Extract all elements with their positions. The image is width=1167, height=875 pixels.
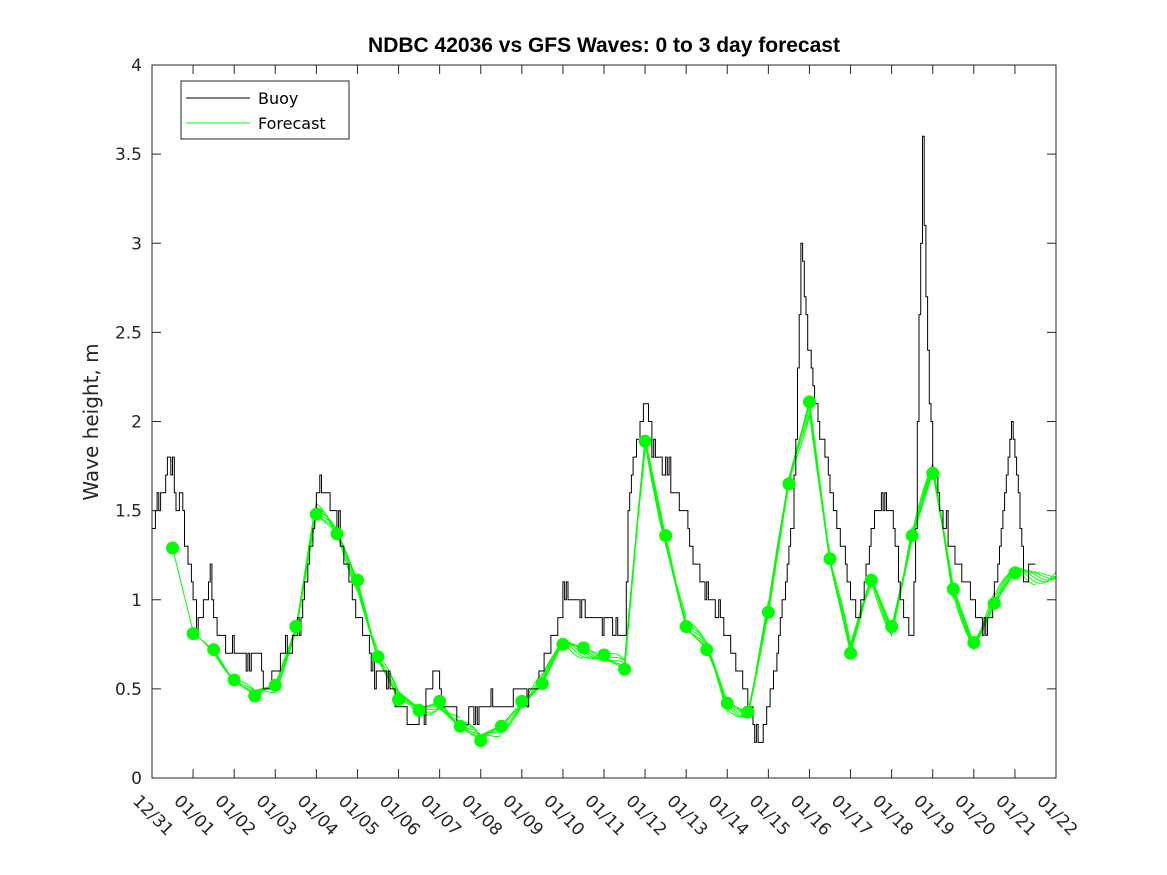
forecast-run-line [1014, 571, 1057, 578]
forecast-point [412, 703, 426, 717]
forecast-point [166, 541, 180, 555]
forecast-point [350, 573, 364, 587]
forecast-point [535, 677, 549, 691]
forecast-markers [166, 395, 1022, 748]
forecast-point [453, 719, 467, 733]
legend-box [180, 80, 350, 140]
forecast-point [494, 719, 508, 733]
forecast-point [433, 694, 447, 708]
forecast-point [885, 619, 899, 633]
forecast-point [967, 636, 981, 650]
forecast-point [802, 395, 816, 409]
forecast-point [844, 646, 858, 660]
y-tick-label: 2 [131, 413, 142, 433]
forecast-point [823, 552, 837, 566]
forecast-point [576, 641, 590, 655]
forecast-point [186, 627, 200, 641]
forecast-point [248, 689, 262, 703]
legend: Buoy Forecast [180, 80, 350, 140]
forecast-point [392, 693, 406, 707]
forecast-point [207, 643, 221, 657]
y-tick-label: 0.5 [115, 680, 142, 700]
forecast-point [659, 529, 673, 543]
forecast-point [268, 678, 282, 692]
forecast-point [474, 734, 488, 748]
forecast-point [864, 573, 878, 587]
forecast-point [720, 696, 734, 710]
y-axis-label: Wave height, m [79, 343, 103, 500]
plot-area [152, 65, 1056, 778]
forecast-run-line [952, 566, 1057, 645]
forecast-run-line [993, 569, 1057, 604]
forecast-point [227, 673, 241, 687]
forecast-point [1008, 566, 1022, 580]
y-axis: 0 0.5 1 1.5 2 2.5 3 3.5 4 [115, 56, 1056, 789]
forecast-point [618, 662, 632, 676]
forecast-point [946, 582, 960, 596]
y-tick-label: 1 [131, 591, 142, 611]
chart-title: NDBC 42036 vs GFS Waves: 0 to 3 day fore… [368, 34, 840, 57]
forecast-point [679, 619, 693, 633]
forecast-point [905, 529, 919, 543]
forecast-point [597, 648, 611, 662]
forecast-point [289, 619, 303, 633]
forecast-point [926, 466, 940, 480]
forecast-point [330, 527, 344, 541]
forecast-point [987, 596, 1001, 610]
forecast-point [741, 705, 755, 719]
forecast-point [309, 507, 323, 521]
forecast-point [556, 637, 570, 651]
y-tick-label: 2.5 [115, 323, 142, 343]
y-tick-label: 4 [131, 56, 142, 76]
forecast-point [782, 477, 796, 491]
y-tick-label: 0 [131, 769, 142, 789]
legend-forecast-label: Forecast [258, 114, 326, 133]
legend-buoy-label: Buoy [258, 89, 298, 108]
y-tick-label: 3 [131, 234, 142, 254]
forecast-point [700, 643, 714, 657]
forecast-point [515, 694, 529, 708]
forecast-point [761, 605, 775, 619]
forecast-point [638, 434, 652, 448]
y-tick-label: 3.5 [115, 145, 142, 165]
y-tick-label: 1.5 [115, 502, 142, 522]
forecast-point [371, 650, 385, 664]
